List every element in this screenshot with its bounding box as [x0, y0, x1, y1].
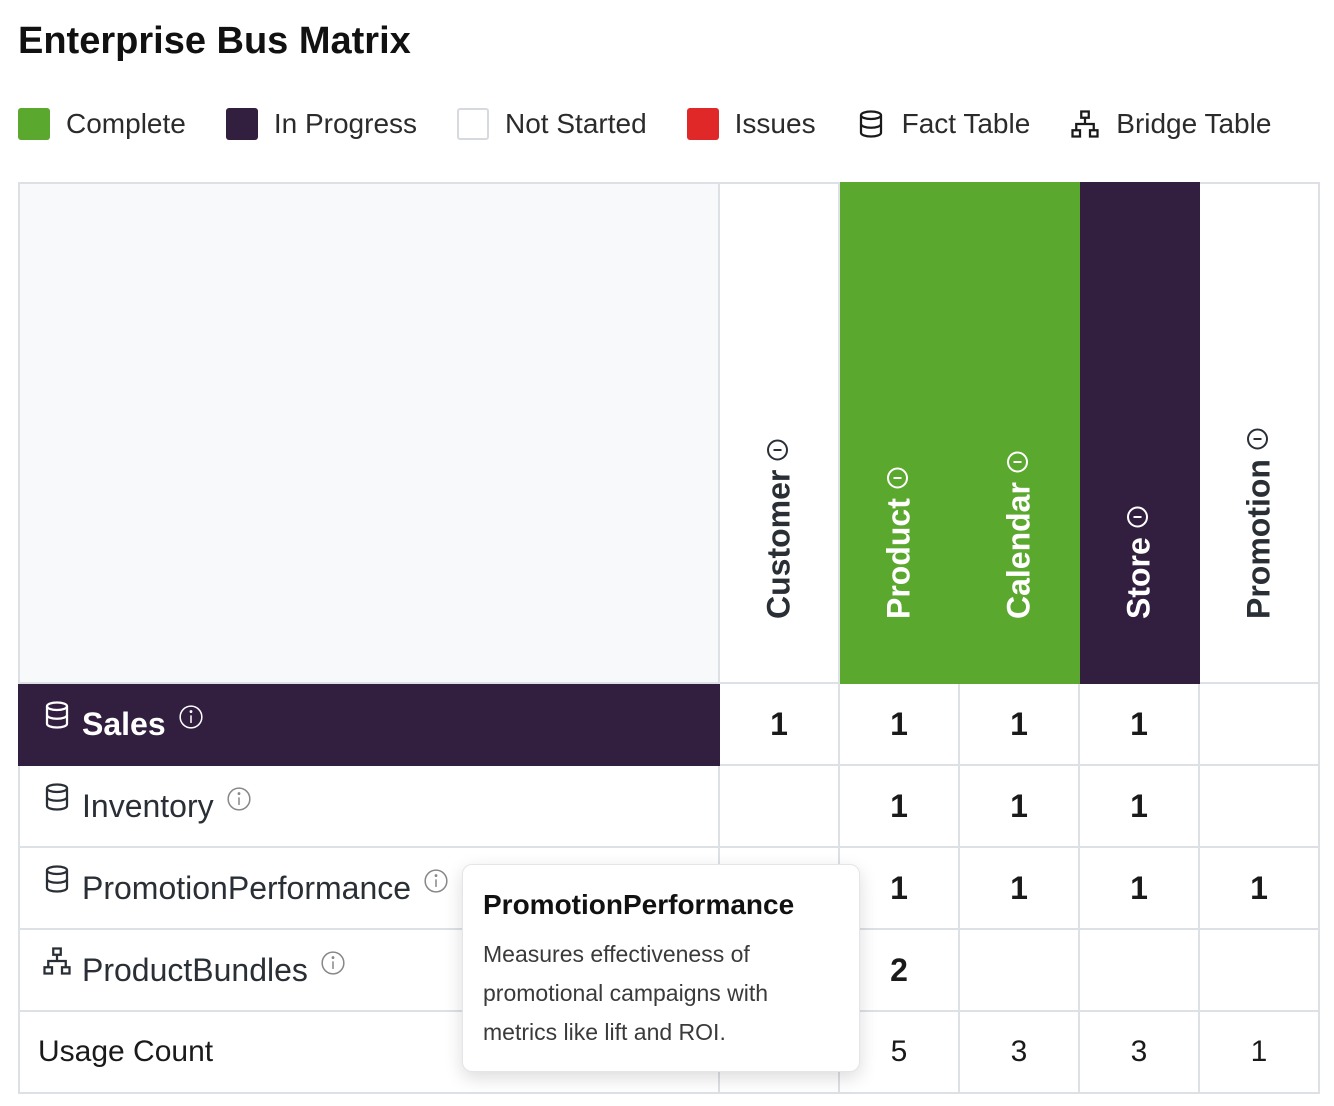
fact-name-cell[interactable]: Inventory: [18, 764, 720, 848]
matrix-cell[interactable]: 1: [958, 682, 1080, 766]
tooltip-body: Measures effectiveness of promotional ca…: [483, 941, 769, 1045]
database-icon: [42, 700, 72, 730]
legend-complete: Complete: [18, 108, 186, 140]
legend-in-progress: In Progress: [225, 108, 418, 140]
tooltip-title: PromotionPerformance: [483, 889, 795, 920]
legend-complete-label: Complete: [66, 108, 186, 139]
info-icon[interactable]: [1001, 450, 1038, 474]
info-icon[interactable]: [1121, 505, 1158, 529]
legend-bridge-table: Bridge Table: [1070, 108, 1271, 140]
fact-tooltip: PromotionPerformance Measures effectiven…: [462, 864, 860, 1072]
matrix-cell[interactable]: [1198, 764, 1320, 848]
dimension-header-product[interactable]: Product: [838, 182, 960, 684]
matrix-cell[interactable]: [1198, 928, 1320, 1012]
bus-matrix-table: Customer Product Calendar Store Prom: [18, 182, 1320, 1094]
dimension-name: Store: [1120, 537, 1157, 619]
not-started-swatch: [457, 108, 490, 140]
fact-row-inventory: Inventory 1 1 1: [18, 764, 1320, 848]
info-icon[interactable]: [226, 786, 252, 812]
fact-row-sales: Sales 1 1 1 1: [18, 682, 1320, 766]
legend-issues-label: Issues: [734, 108, 816, 139]
in-progress-swatch: [225, 108, 258, 140]
database-icon: [856, 109, 886, 139]
dimension-header-customer[interactable]: Customer: [718, 182, 840, 684]
fact-name: PromotionPerformance: [82, 869, 412, 906]
matrix-cell[interactable]: 1: [838, 682, 960, 766]
fact-name: Inventory: [82, 787, 214, 824]
matrix-cell[interactable]: [1078, 928, 1200, 1012]
legend-issues: Issues: [686, 108, 816, 140]
info-icon[interactable]: [881, 466, 918, 490]
matrix-cell[interactable]: 1: [1078, 846, 1200, 930]
legend-fact-table: Fact Table: [856, 108, 1031, 140]
dimension-name: Customer: [760, 469, 797, 619]
dimension-name: Product: [880, 498, 917, 619]
database-icon: [42, 782, 72, 812]
usage-count-cell: 1: [1198, 1010, 1320, 1094]
legend-fact-table-label: Fact Table: [901, 108, 1031, 139]
fact-name: ProductBundles: [82, 951, 308, 988]
fact-name-cell[interactable]: Sales: [18, 682, 720, 766]
database-icon: [42, 864, 72, 894]
matrix-cell[interactable]: 1: [1078, 682, 1200, 766]
matrix-cell[interactable]: 1: [718, 682, 840, 766]
matrix-cell[interactable]: 1: [958, 846, 1080, 930]
hierarchy-icon: [1070, 109, 1100, 139]
info-icon[interactable]: [423, 868, 449, 894]
matrix-cell[interactable]: 1: [1078, 764, 1200, 848]
complete-swatch: [18, 108, 50, 140]
dimension-header-calendar[interactable]: Calendar: [958, 182, 1080, 684]
matrix-cell[interactable]: [718, 764, 840, 848]
matrix-cell[interactable]: [958, 928, 1080, 1012]
matrix-cell[interactable]: 1: [1198, 846, 1320, 930]
matrix-cell[interactable]: [1198, 682, 1320, 766]
issues-swatch: [686, 108, 719, 140]
matrix-cell[interactable]: 1: [838, 764, 960, 848]
info-icon[interactable]: [320, 950, 346, 976]
fact-name: Sales: [82, 705, 166, 742]
matrix-corner: [18, 182, 720, 684]
matrix-cell[interactable]: 1: [958, 764, 1080, 848]
dimension-name: Calendar: [1000, 482, 1037, 619]
dimension-header-store[interactable]: Store: [1078, 182, 1200, 684]
info-icon[interactable]: [178, 704, 204, 730]
legend-bridge-table-label: Bridge Table: [1116, 108, 1272, 139]
usage-count-cell: 3: [958, 1010, 1080, 1094]
legend: Complete In Progress Not Started Issues …: [18, 104, 1271, 144]
legend-not-started-label: Not Started: [505, 108, 647, 139]
info-icon[interactable]: [761, 438, 798, 462]
legend-in-progress-label: In Progress: [273, 108, 418, 139]
page-title: Enterprise Bus Matrix: [18, 20, 411, 62]
dimension-header-row: Customer Product Calendar Store Prom: [18, 182, 1320, 684]
dimension-header-promotion[interactable]: Promotion: [1198, 182, 1320, 684]
hierarchy-icon: [42, 946, 72, 976]
legend-not-started: Not Started: [457, 108, 647, 140]
info-icon[interactable]: [1241, 427, 1278, 451]
dimension-name: Promotion: [1240, 459, 1277, 619]
usage-count-cell: 3: [1078, 1010, 1200, 1094]
